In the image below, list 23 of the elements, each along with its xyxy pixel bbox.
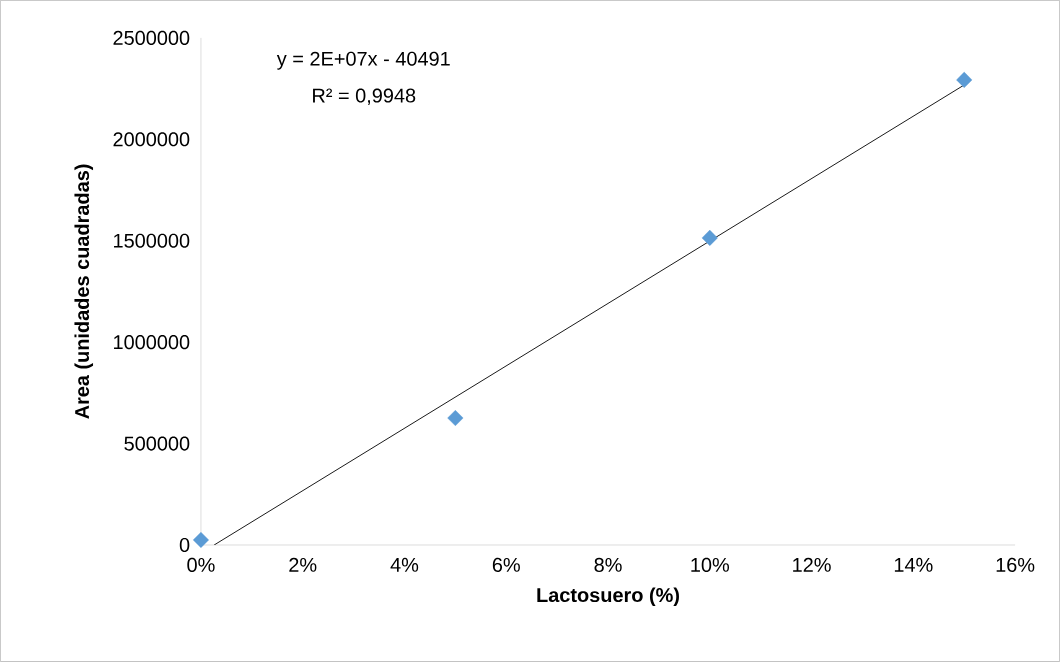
annotation: y = 2E+07x - 40491 — [276, 51, 450, 70]
point — [192, 531, 209, 548]
x-tick-label: 16% — [996, 557, 1035, 572]
y-tick-label: 500000 — [124, 436, 190, 451]
y-tick-label: 1000000 — [114, 335, 190, 350]
y-axis-title: Area (unidades cuadradas) — [74, 164, 94, 419]
x-tick-label: 12% — [793, 557, 831, 572]
x-tick-label: 14% — [894, 557, 933, 572]
x-tick-label: 0% — [187, 557, 215, 572]
x-axis-title: Lactosuero (%) — [537, 587, 679, 607]
x-tick-label: 6% — [492, 557, 520, 572]
x-tick-label: 10% — [691, 557, 730, 572]
point — [956, 71, 973, 88]
x-tick-label: 4% — [390, 557, 419, 572]
point — [701, 229, 718, 246]
y-tick-label: 1500000 — [114, 233, 190, 248]
point — [447, 410, 464, 427]
x-tick-label: 2% — [289, 557, 317, 572]
y-tick-label: 2500000 — [113, 30, 190, 45]
x-tick-label: 8% — [594, 557, 622, 572]
y-tick-label: 0 — [179, 537, 190, 553]
annotation: R² = 0,9948 — [313, 88, 416, 105]
y-tick-label: 2000000 — [113, 132, 190, 147]
